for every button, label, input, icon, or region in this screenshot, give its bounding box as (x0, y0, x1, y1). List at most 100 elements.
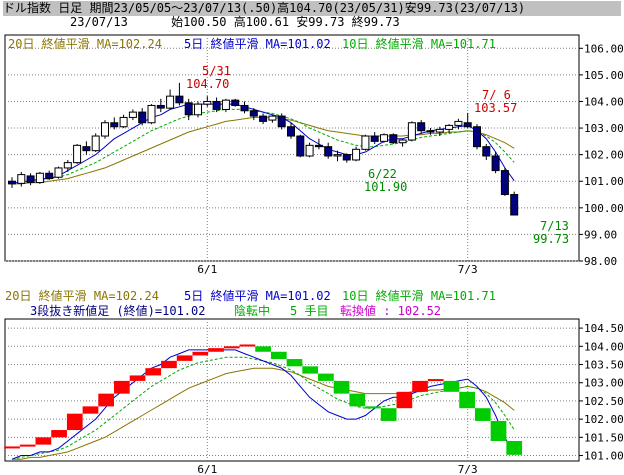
kagi-brick (333, 380, 350, 394)
y-tick-label: 105.00 (584, 69, 624, 82)
kagi-brick (270, 351, 287, 360)
kagi-brick (66, 413, 83, 431)
x-tick-label: 6/1 (197, 463, 217, 475)
y-tick-label: 106.00 (584, 42, 624, 55)
candle-body (110, 122, 119, 128)
candle-body (259, 115, 268, 122)
kagi-legend: 3段抜き新値足 (終値)=101.02 (30, 303, 205, 318)
kagi-brick (506, 440, 523, 455)
candle-body (128, 111, 137, 118)
candle-body (175, 95, 184, 104)
candle-body (482, 146, 491, 157)
kagi-brick (396, 391, 413, 409)
y-tick-label: 104.50 (584, 322, 624, 335)
x-tick-label: 7/3 (458, 463, 478, 475)
candle-body (314, 144, 323, 148)
bottom-legend-ma10: 10日 終値平滑 MA=101.71 (342, 288, 496, 303)
y-tick-label: 101.00 (584, 175, 624, 188)
candle-body (305, 144, 314, 157)
candle-body (194, 103, 202, 116)
candle-body (445, 124, 454, 130)
annotation-peak-value: 103.57 (474, 101, 517, 115)
candle-body (82, 146, 91, 152)
candle-body (454, 120, 463, 126)
candle-body (184, 102, 193, 116)
kagi-brick (427, 379, 444, 382)
y-tick-label: 102.50 (584, 395, 624, 408)
candle-body (45, 172, 54, 180)
y-tick-label: 103.50 (584, 359, 624, 372)
kagi-brick (443, 380, 460, 392)
ma20-line (12, 367, 515, 460)
kagi-brick (161, 360, 177, 369)
kagi-reversal: 転換値 : 102.52 (340, 303, 441, 318)
candle-body (407, 122, 416, 141)
ohlc-info: 23/07/13 始100.50 高100.61 安99.73 終99.73 (70, 15, 400, 29)
candle-body (203, 100, 212, 105)
candle-body (324, 146, 333, 157)
candle-body (473, 126, 481, 148)
kagi-brick (459, 391, 475, 409)
kagi-brick (318, 373, 334, 381)
kagi-brick (255, 346, 271, 352)
y-tick-label: 102.00 (584, 413, 624, 426)
kagi-brick (349, 393, 366, 407)
y-tick-label: 103.00 (584, 122, 624, 135)
window-title: ドル指数 日足 期間23/05/05～23/07/13(.50)高104.70(… (3, 1, 621, 16)
ma5-line (11, 349, 515, 460)
kagi-brick (302, 366, 319, 374)
bottom-panel-frame (4, 318, 580, 462)
top-legend-ma10: 10日 終値平滑 MA=101.71 (342, 36, 496, 51)
annotation-peak-date: 7/ 6 (482, 88, 511, 102)
bottom-moving-averages (11, 349, 515, 460)
candle-body (287, 126, 295, 137)
kagi-brick (286, 359, 303, 367)
candle-body (249, 110, 258, 117)
kagi-brick (114, 380, 130, 394)
candle-body (277, 115, 286, 128)
kagi-brick (474, 408, 491, 421)
top-x-ticks: 6/1 7/3 (197, 263, 477, 276)
x-tick-label: 7/3 (458, 263, 478, 276)
candle-body (389, 134, 398, 144)
y-tick-label: 103.00 (584, 377, 624, 390)
kagi-brick (239, 344, 256, 347)
y-tick-label: 101.50 (584, 431, 624, 444)
kagi-brick (51, 430, 67, 438)
candle-body (212, 100, 221, 110)
y-tick-label: 101.00 (584, 450, 624, 463)
candle-body (8, 180, 16, 185)
kagi-brick (35, 437, 52, 445)
top-y-axis: 98.00 99.00 100.00 101.00 102.00 103.00 104.00… (579, 42, 624, 268)
candle-body (26, 175, 35, 184)
candle-body (500, 170, 509, 196)
candle-body (240, 104, 249, 112)
bottom-x-ticks: 6/1 7/3 (197, 463, 477, 475)
candle-body (361, 135, 370, 150)
candle-body (63, 162, 72, 169)
candle-body (166, 95, 175, 109)
kagi-brick (365, 406, 381, 409)
kagi-brick (19, 444, 36, 447)
candle-body (91, 135, 100, 152)
candle-body (398, 139, 407, 144)
top-legend-ma5: 5日 終値平滑 MA=101.02 (184, 36, 331, 51)
candle-body (147, 104, 156, 124)
kagi-brick (129, 375, 146, 381)
kagi-status: 陰転中 (234, 303, 270, 318)
candle-body (417, 122, 426, 132)
y-tick-label: 99.00 (584, 228, 617, 241)
candle-body (296, 135, 305, 157)
candle-body (370, 135, 379, 142)
candle-body (491, 155, 500, 172)
candle-body (54, 167, 63, 178)
candle-body (231, 99, 240, 106)
kagi-brick (490, 420, 507, 441)
bottom-legend-ma20: 20日 終値平滑 MA=102.24 (5, 288, 159, 303)
top-legend-ma20: 20日 終値平滑 MA=102.24 (8, 36, 162, 51)
kagi-brick (380, 408, 397, 421)
kagi-bricks (4, 344, 523, 455)
candles (8, 82, 519, 216)
candle-body (101, 122, 109, 137)
